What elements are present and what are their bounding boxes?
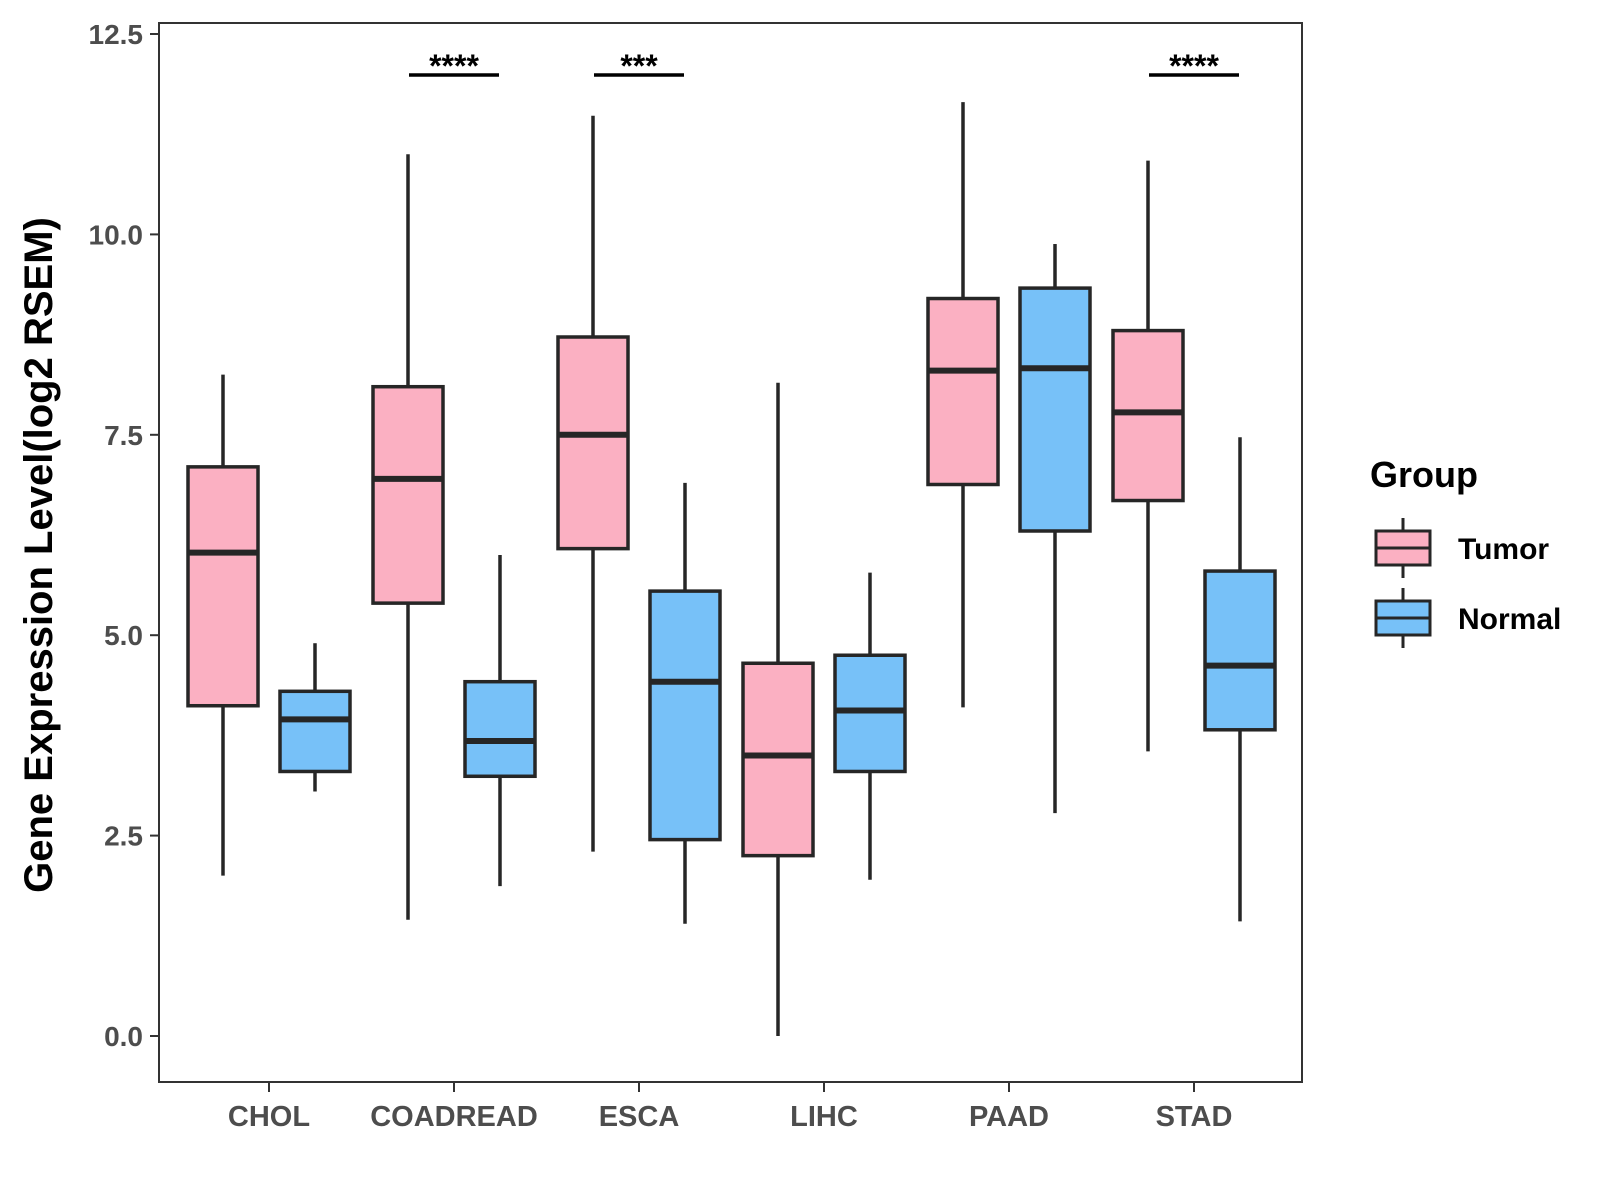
box-tumor-lihc: [741, 382, 815, 1036]
box-tumor-paad: [926, 102, 1000, 708]
box-body: [648, 589, 722, 842]
y-tick-label: 10.0: [89, 219, 144, 250]
y-tick-label: 0.0: [104, 1021, 143, 1052]
box-normal-esca: [648, 482, 722, 924]
box-body: [371, 384, 445, 605]
x-tick-label: STAD: [1156, 1101, 1233, 1133]
x-tick-label: CHOL: [228, 1101, 310, 1133]
box-body: [1111, 328, 1185, 503]
box-body: [1018, 286, 1092, 533]
box-body: [926, 296, 1000, 487]
x-tick-label: LIHC: [790, 1101, 858, 1133]
significance-annotations: **** *** ****: [409, 48, 1239, 84]
legend-item-normal: Normal: [1374, 588, 1561, 648]
significance-label: ***: [620, 48, 658, 84]
y-tick-label: 7.5: [104, 420, 143, 451]
box-body: [278, 689, 352, 774]
box-normal-stad: [1203, 437, 1277, 922]
x-axis: CHOL COADREAD ESCA LIHC PAAD STAD: [228, 1082, 1232, 1133]
box-body: [556, 335, 630, 551]
legend-label: Normal: [1458, 603, 1561, 636]
y-tick-label: 2.5: [104, 821, 143, 852]
box-normal-coadread: [463, 555, 537, 887]
box-tumor-coadread: [371, 154, 445, 920]
legend-title: Group: [1370, 454, 1478, 495]
y-tick-label: 5.0: [104, 620, 143, 651]
box-tumor-esca: [556, 115, 630, 852]
box-body: [186, 465, 260, 708]
box-body: [463, 679, 537, 779]
significance-label: ****: [1169, 48, 1219, 84]
significance-label: ****: [429, 48, 479, 84]
box-normal-paad: [1018, 244, 1092, 814]
box-tumor-chol: [186, 374, 260, 876]
box-normal-lihc: [833, 572, 907, 880]
y-axis-title: Gene Expression Level(log2 RSEM): [17, 217, 61, 893]
plot-panel: [158, 22, 1303, 1083]
legend: Group Tumor Normal: [1370, 454, 1561, 648]
legend-label: Tumor: [1458, 533, 1549, 566]
box-series: [186, 102, 1277, 1036]
x-tick-label: ESCA: [599, 1101, 680, 1133]
box-normal-chol: [278, 643, 352, 792]
box-body: [1203, 569, 1277, 732]
y-axis: 0.0 2.5 5.0 7.5 10.0 12.5: [89, 19, 159, 1052]
box-tumor-stad: [1111, 160, 1185, 752]
y-tick-label: 12.5: [89, 19, 144, 50]
box-body: [741, 661, 815, 858]
x-tick-label: PAAD: [969, 1101, 1049, 1133]
legend-item-tumor: Tumor: [1374, 518, 1549, 578]
x-tick-label: COADREAD: [370, 1101, 538, 1133]
